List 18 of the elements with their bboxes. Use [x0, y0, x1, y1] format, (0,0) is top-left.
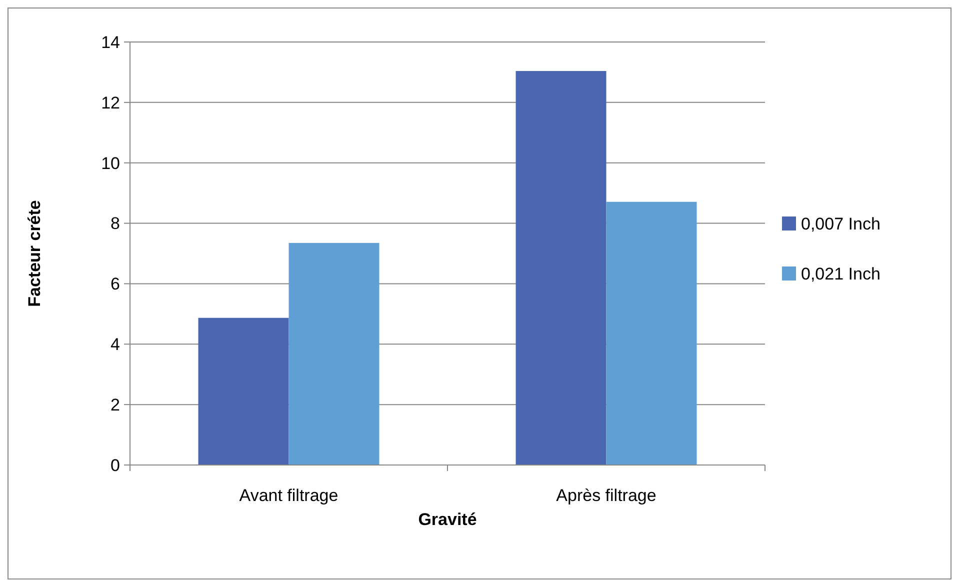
y-tick-label: 12 — [101, 93, 120, 112]
y-tick-label: 0 — [110, 456, 120, 475]
x-axis-title: Gravité — [418, 510, 477, 529]
bar — [606, 202, 697, 465]
bar — [198, 318, 289, 465]
y-axis-title: Facteur créte — [25, 200, 44, 307]
bar — [288, 242, 380, 465]
y-tick-label: 14 — [101, 32, 120, 52]
legend-label: 0,021 Inch — [801, 264, 880, 284]
x-tick-label: Avant filtrage — [239, 486, 338, 505]
y-tick-label: 4 — [110, 335, 120, 354]
legend-label: 0,007 Inch — [801, 214, 880, 234]
y-tick-label: 2 — [110, 396, 120, 415]
y-tick-label: 6 — [110, 274, 120, 294]
bar — [516, 71, 606, 465]
x-tick-label: Après filtrage — [556, 486, 656, 505]
y-tick-label: 8 — [110, 214, 120, 234]
y-tick-label: 10 — [101, 154, 120, 173]
